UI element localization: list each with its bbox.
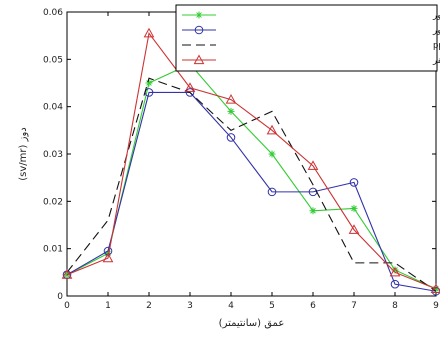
legend-label-1: غلظت بور در مغز ۴۰ ppm ، بدون درنظرگرفتن… bbox=[432, 25, 440, 36]
data-point-circle-8 bbox=[390, 279, 400, 289]
data-point-circle-5 bbox=[267, 187, 277, 197]
y-axis-title: (sv/mr) دوز bbox=[18, 127, 29, 180]
legend: غلظت بور در مغز صفر، بدون در نظر گرفتن ت… bbox=[175, 4, 440, 72]
legend-label-0: غلظت بور در مغز صفر، بدون در نظر گرفتن ت… bbox=[432, 10, 440, 21]
data-point-triangle-legend-3 bbox=[193, 54, 205, 65]
series-line-1 bbox=[66, 91, 437, 292]
data-point-circle-legend-1 bbox=[194, 25, 204, 35]
series-2 bbox=[66, 77, 437, 292]
x-tick-label: 9 bbox=[433, 301, 439, 311]
series-layer bbox=[61, 27, 440, 296]
data-point-triangle-1 bbox=[102, 252, 114, 263]
data-point-triangle-0 bbox=[61, 269, 73, 279]
data-point-star-6 bbox=[309, 207, 317, 215]
data-point-triangle-8 bbox=[389, 266, 401, 277]
series-3 bbox=[61, 27, 440, 293]
series-line-2 bbox=[66, 77, 437, 292]
data-point-triangle-7 bbox=[348, 224, 360, 234]
x-tick-label: 5 bbox=[269, 301, 275, 311]
data-point-star-5 bbox=[268, 150, 276, 158]
data-point-circle-7 bbox=[349, 178, 359, 187]
data-point-star-4 bbox=[227, 107, 235, 115]
data-point-star-2 bbox=[145, 79, 153, 87]
data-point-triangle-6 bbox=[307, 160, 319, 170]
series-line-0 bbox=[66, 63, 437, 290]
x-tick-label: 8 bbox=[392, 301, 398, 311]
y-tick-label: 0 bbox=[57, 292, 63, 302]
y-tick-label: 0.02 bbox=[43, 197, 63, 207]
y-tick-label: 0.06 bbox=[43, 8, 63, 18]
x-tick-label: 7 bbox=[351, 301, 357, 311]
data-point-circle-4 bbox=[226, 133, 236, 142]
legend-box bbox=[175, 4, 438, 72]
y-tick-label: 0.04 bbox=[43, 103, 63, 113]
data-point-star-7 bbox=[350, 204, 358, 212]
y-tick-label: 0.05 bbox=[43, 55, 63, 65]
data-point-triangle-5 bbox=[266, 124, 278, 135]
data-point-triangle-9 bbox=[430, 283, 440, 293]
legend-label-3: غلظت بور در تومور ۴۰ ppm ،در مغز صفر bbox=[432, 56, 440, 66]
x-tick-label: 2 bbox=[146, 301, 152, 311]
data-point-triangle-3 bbox=[184, 82, 196, 92]
data-point-circle-3 bbox=[185, 88, 195, 97]
series-line-3 bbox=[66, 31, 437, 290]
y-tick-label: 0.01 bbox=[43, 245, 63, 255]
data-point-triangle-4 bbox=[225, 94, 237, 104]
x-tick-label: 6 bbox=[310, 301, 316, 311]
data-point-triangle-2 bbox=[143, 27, 155, 38]
x-tick-label: 3 bbox=[187, 301, 193, 311]
data-point-circle-1 bbox=[103, 246, 113, 256]
x-tick-label: 4 bbox=[228, 301, 234, 311]
data-point-star-8 bbox=[391, 266, 399, 274]
x-tick-label: 1 bbox=[105, 301, 111, 311]
x-axis-title: عمق (سانتیمتر) bbox=[219, 318, 285, 329]
data-point-star-legend-0 bbox=[195, 11, 203, 19]
x-tick-label: 0 bbox=[64, 301, 70, 311]
legend-label-2: غلظت بور در تومور ۴۰ ppm ،در مغز ۱۰ ppm bbox=[433, 41, 440, 51]
y-tick-label: 0.03 bbox=[43, 150, 63, 160]
